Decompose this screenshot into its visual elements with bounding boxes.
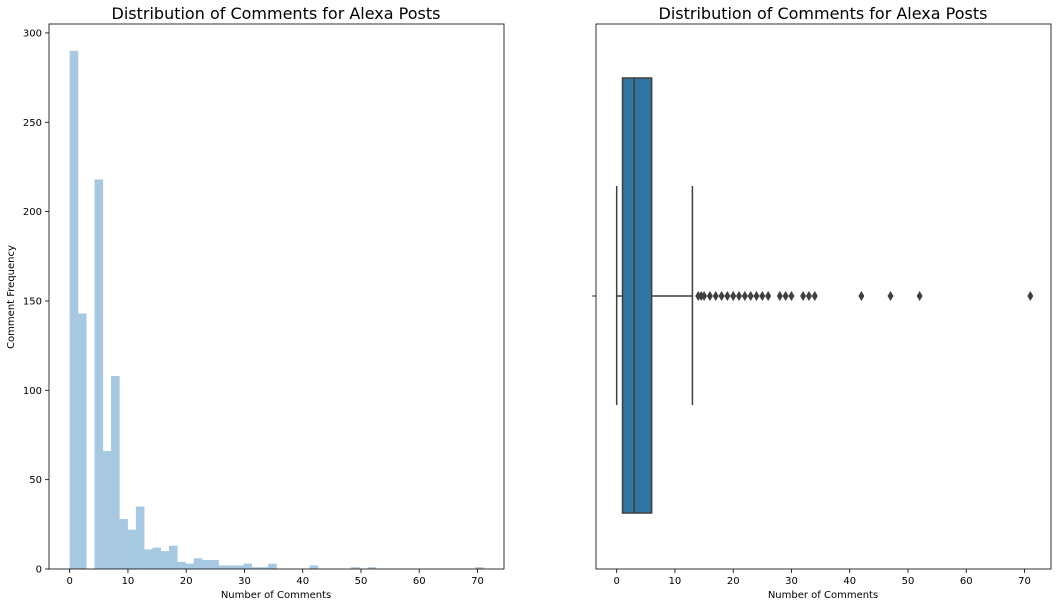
- histogram-x-ticks: 0 10 20 30 40 50 60 70: [66, 569, 484, 587]
- histogram-y-tick-label: 250: [23, 118, 42, 129]
- histogram-title: Distribution of Comments for Alexa Posts: [112, 4, 441, 23]
- histogram-x-tick-label: 20: [180, 576, 193, 587]
- boxplot-x-tick-label: 20: [727, 576, 740, 587]
- histogram-plot-frame: [48, 23, 505, 570]
- boxplot-outlier: [741, 291, 748, 301]
- histogram-bar: [350, 567, 360, 569]
- histogram-x-tick-label: 10: [122, 576, 135, 587]
- histogram-bar: [193, 558, 203, 569]
- boxplot-outlier: [759, 291, 766, 301]
- histogram-panel: Distribution of Comments for Alexa Posts…: [6, 4, 505, 601]
- histogram-bar: [259, 567, 269, 569]
- histogram-bar: [144, 549, 153, 569]
- histogram-bar: [119, 518, 128, 569]
- histogram-bar: [69, 50, 79, 569]
- boxplot-outlier: [765, 291, 772, 301]
- histogram-bar: [268, 563, 277, 569]
- histogram-bar: [160, 551, 170, 569]
- boxplot-x-tick-label: 30: [785, 576, 798, 587]
- histogram-bar: [210, 560, 219, 569]
- boxplot-x-tick-label: 10: [669, 576, 682, 587]
- boxplot-outlier: [724, 291, 731, 301]
- histogram-y-tick-label: 300: [23, 28, 42, 39]
- boxplot-outlier: [916, 291, 923, 301]
- histogram-x-tick-label: 70: [471, 576, 484, 587]
- histogram-bar: [202, 560, 211, 569]
- boxplot-elements: [615, 77, 1034, 514]
- boxplot-outlier: [736, 291, 743, 301]
- histogram-x-tick-label: 0: [66, 576, 72, 587]
- histogram-bar: [367, 567, 377, 569]
- histogram-bar: [111, 376, 120, 569]
- boxplot-x-tick-label: 40: [843, 576, 856, 587]
- histogram-bar: [135, 506, 145, 569]
- boxplot-outlier: [776, 291, 783, 301]
- boxplot-x-ticks: 0 10 20 30 40 50 60 70: [613, 569, 1031, 587]
- boxplot-outlier: [805, 291, 812, 301]
- boxplot-x-tick-label: 50: [902, 576, 915, 587]
- histogram-bar: [77, 313, 87, 569]
- boxplot-x-tick-label: 70: [1018, 576, 1031, 587]
- histogram-bar: [102, 451, 112, 569]
- histogram-bar: [251, 567, 261, 569]
- boxplot-plot-frame: [595, 23, 1052, 570]
- histogram-y-tick-label: 150: [23, 296, 42, 307]
- histogram-bars: [69, 50, 484, 569]
- boxplot-outlier: [712, 291, 719, 301]
- histogram-bar: [152, 547, 161, 569]
- boxplot-outlier: [706, 291, 713, 301]
- histogram-bar: [243, 563, 252, 569]
- histogram-bar: [226, 565, 236, 569]
- boxplot-panel: Distribution of Comments for Alexa Posts…: [592, 4, 1052, 601]
- boxplot-x-axis-label: Number of Comments: [768, 590, 878, 601]
- histogram-x-tick-label: 40: [296, 576, 309, 587]
- boxplot-outlier: [753, 291, 760, 301]
- boxplot-x-tick-label: 60: [960, 576, 973, 587]
- boxplot-outlier: [858, 291, 865, 301]
- histogram-y-ticks: 0 50 100 150 200 250 300: [23, 28, 49, 576]
- boxplot-title: Distribution of Comments for Alexa Posts: [659, 4, 988, 23]
- boxplot-box: [621, 77, 653, 514]
- boxplot-outlier: [730, 291, 737, 301]
- histogram-bar: [168, 545, 178, 569]
- histogram-y-tick-label: 50: [29, 475, 42, 486]
- boxplot-outlier: [782, 291, 789, 301]
- histogram-x-tick-label: 60: [413, 576, 426, 587]
- boxplot-outlier: [718, 291, 725, 301]
- boxplot-outlier: [811, 291, 818, 301]
- histogram-bar: [94, 179, 104, 569]
- histogram-bar: [475, 567, 484, 569]
- boxplot-outlier: [788, 291, 795, 301]
- boxplot-outlier: [701, 291, 708, 301]
- boxplot-outlier: [887, 291, 894, 301]
- histogram-y-tick-label: 200: [23, 207, 42, 218]
- histogram-x-axis-label: Number of Comments: [221, 590, 331, 601]
- histogram-x-tick-label: 30: [238, 576, 251, 587]
- histogram-y-tick-label: 100: [23, 386, 42, 397]
- histogram-x-tick-label: 50: [355, 576, 368, 587]
- histogram-bar: [127, 529, 137, 569]
- boxplot-outlier: [747, 291, 754, 301]
- histogram-bar: [309, 565, 319, 569]
- histogram-y-tick-label: 0: [36, 565, 42, 576]
- boxplot-outlier: [800, 291, 807, 301]
- histogram-bar: [235, 565, 244, 569]
- histogram-y-axis-label: Comment Frequency: [6, 245, 17, 349]
- boxplot-x-tick-label: 0: [613, 576, 619, 587]
- histogram-bar: [185, 563, 195, 569]
- histogram-bar: [218, 565, 228, 569]
- boxplot-outlier: [1027, 291, 1034, 301]
- histogram-bar: [177, 561, 186, 569]
